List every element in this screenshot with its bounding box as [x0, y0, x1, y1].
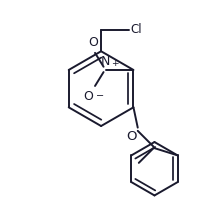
Text: O: O — [88, 36, 98, 49]
Text: +: + — [111, 59, 118, 68]
Text: N: N — [101, 55, 110, 68]
Text: Cl: Cl — [130, 23, 141, 36]
Text: O: O — [126, 130, 137, 143]
Text: O: O — [83, 90, 93, 103]
Text: −: − — [96, 91, 104, 101]
